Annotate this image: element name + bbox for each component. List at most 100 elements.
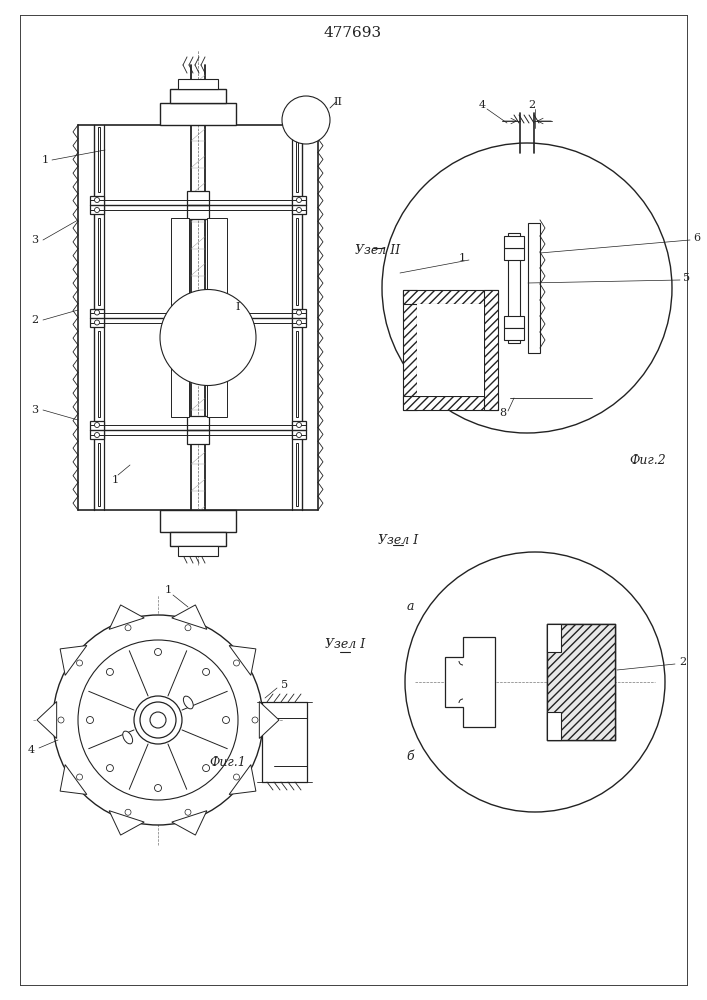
Text: Фиг.1: Фиг.1 (209, 756, 246, 770)
Circle shape (223, 716, 230, 724)
Polygon shape (37, 702, 57, 738)
Text: 3: 3 (31, 235, 39, 245)
Circle shape (185, 625, 191, 631)
Circle shape (185, 809, 191, 815)
Circle shape (95, 310, 100, 315)
Text: 2: 2 (679, 657, 686, 667)
Circle shape (296, 310, 301, 315)
Text: 2: 2 (528, 100, 536, 110)
Bar (98, 127, 100, 192)
Bar (90, 308, 104, 326)
Circle shape (296, 208, 301, 213)
Circle shape (58, 717, 64, 723)
Text: 1: 1 (458, 253, 466, 263)
Circle shape (203, 668, 209, 675)
Ellipse shape (183, 696, 193, 709)
Text: 6: 6 (694, 233, 701, 243)
Circle shape (296, 198, 301, 202)
Bar (207, 330, 227, 417)
Bar (504, 328, 524, 340)
Polygon shape (60, 646, 87, 675)
Bar (296, 330, 298, 417)
Circle shape (95, 432, 100, 438)
Circle shape (140, 702, 176, 738)
Bar (90, 421, 104, 439)
Text: I: I (235, 302, 240, 312)
Circle shape (382, 143, 672, 433)
Bar (170, 89, 226, 103)
Bar (292, 421, 306, 439)
Bar (98, 330, 100, 417)
Bar (528, 223, 540, 353)
Circle shape (203, 765, 209, 772)
Circle shape (95, 208, 100, 213)
Bar (508, 233, 520, 343)
Text: II: II (334, 97, 342, 107)
Bar (296, 218, 298, 304)
Circle shape (252, 717, 258, 723)
Text: a: a (407, 600, 414, 613)
Text: Узел II: Узел II (356, 243, 401, 256)
Bar (504, 248, 524, 260)
Bar (171, 218, 189, 304)
Circle shape (405, 552, 665, 812)
Bar (178, 546, 218, 556)
Bar (504, 236, 524, 248)
Text: 4: 4 (479, 100, 486, 110)
Bar (90, 196, 104, 214)
Bar (403, 290, 498, 304)
Circle shape (155, 648, 161, 656)
Bar (296, 127, 298, 192)
Polygon shape (109, 811, 144, 835)
Text: 477693: 477693 (324, 26, 382, 40)
Circle shape (233, 660, 240, 666)
Text: 3: 3 (31, 405, 39, 415)
Text: 1: 1 (165, 585, 172, 595)
Polygon shape (229, 765, 256, 794)
Bar (171, 330, 189, 417)
Bar (98, 443, 100, 506)
Bar (417, 304, 484, 396)
Bar (98, 218, 100, 304)
Circle shape (107, 668, 113, 675)
Bar (504, 316, 524, 328)
Polygon shape (445, 637, 495, 727)
Circle shape (76, 660, 83, 666)
Text: 5: 5 (684, 273, 691, 283)
Text: 5: 5 (281, 680, 288, 690)
Text: 1: 1 (112, 475, 119, 485)
Circle shape (296, 422, 301, 428)
Bar (160, 510, 236, 532)
Circle shape (76, 774, 83, 780)
Bar (547, 624, 615, 740)
Text: Узел I: Узел I (325, 639, 365, 652)
Bar (292, 196, 306, 214)
Bar (547, 624, 561, 652)
Ellipse shape (123, 731, 133, 744)
Text: б: б (407, 750, 414, 764)
Polygon shape (60, 765, 87, 794)
Bar (403, 396, 498, 410)
Polygon shape (109, 605, 144, 629)
Circle shape (150, 712, 166, 728)
Circle shape (125, 809, 131, 815)
Circle shape (95, 320, 100, 325)
Bar (547, 712, 561, 740)
Bar (292, 308, 306, 326)
Polygon shape (259, 702, 279, 738)
Polygon shape (172, 605, 207, 629)
Circle shape (134, 696, 182, 744)
Circle shape (233, 774, 240, 780)
Polygon shape (172, 811, 207, 835)
Text: Узел I: Узел I (378, 534, 418, 546)
Circle shape (95, 198, 100, 202)
Bar (207, 218, 227, 304)
Bar (160, 103, 236, 125)
Circle shape (160, 290, 256, 385)
Text: 4: 4 (28, 745, 35, 755)
Circle shape (107, 765, 113, 772)
Circle shape (282, 96, 330, 144)
Polygon shape (229, 646, 256, 675)
Bar (187, 304, 209, 332)
Circle shape (78, 640, 238, 800)
